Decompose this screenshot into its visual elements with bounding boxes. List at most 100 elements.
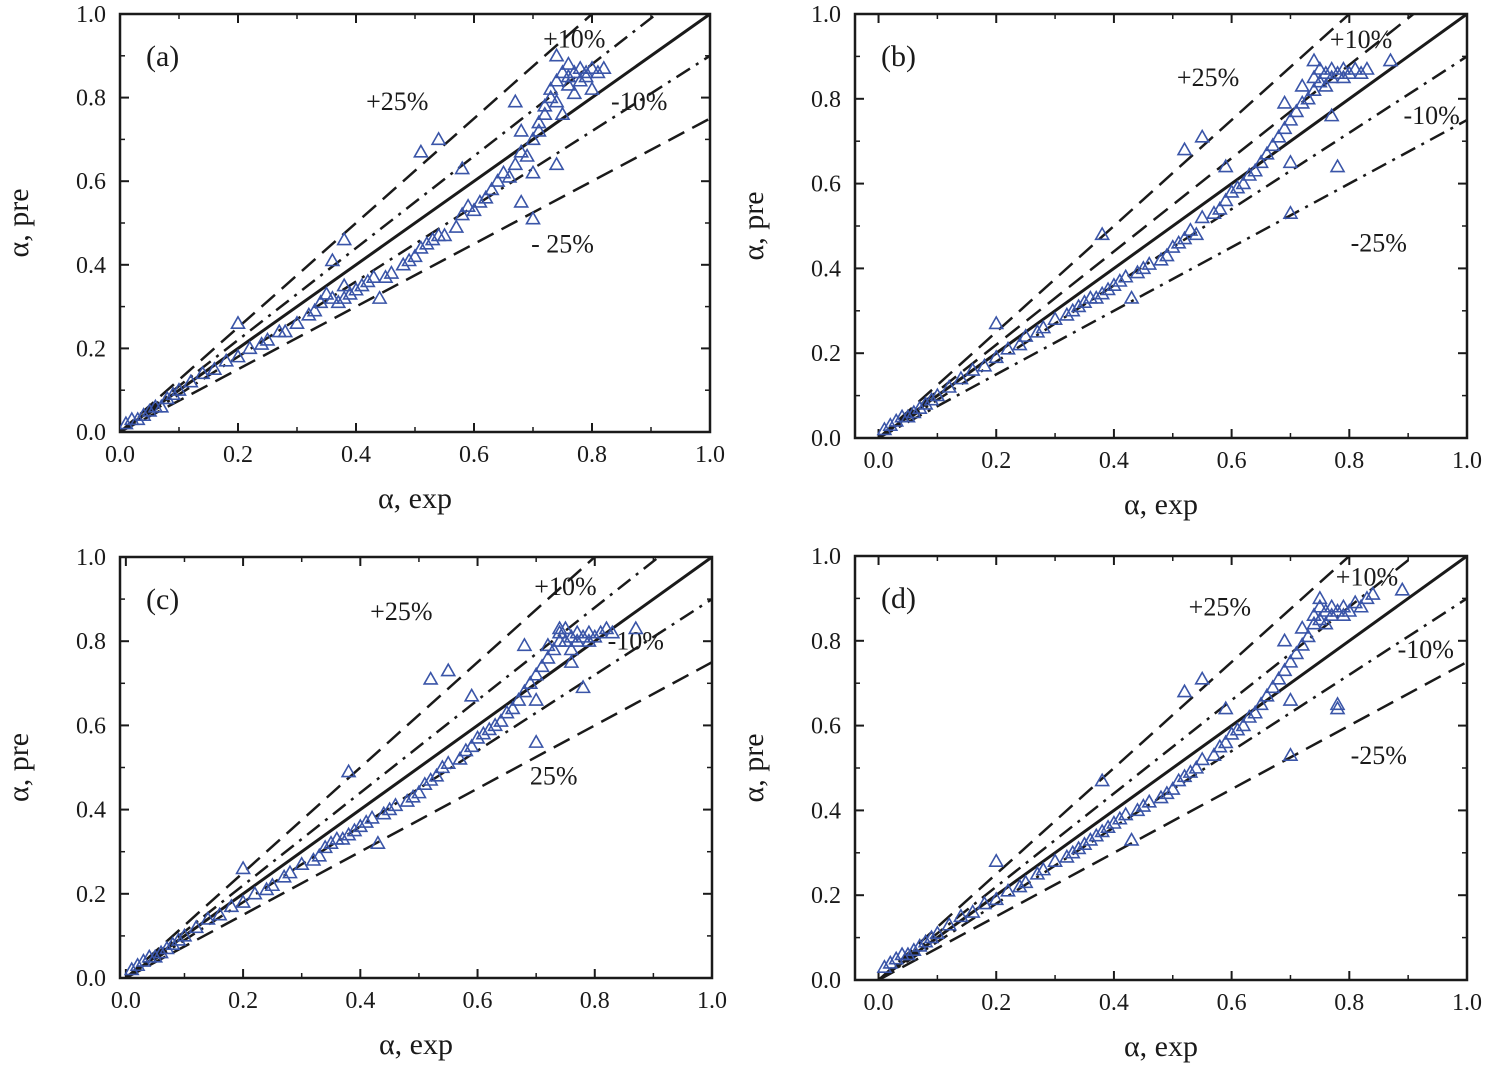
reference-line-25% bbox=[125, 660, 712, 978]
data-point bbox=[531, 114, 547, 129]
data-point bbox=[953, 908, 969, 923]
data-point bbox=[1353, 598, 1369, 613]
data-point bbox=[481, 721, 498, 736]
data-point bbox=[1341, 65, 1358, 80]
x-tick-label: 0.6 bbox=[1217, 448, 1247, 474]
data-point bbox=[454, 206, 471, 221]
reference-line-+25% bbox=[125, 557, 597, 978]
band-label: +10% bbox=[543, 24, 605, 53]
reference-line--25% bbox=[120, 117, 710, 432]
y-axis-title: α, pre bbox=[2, 733, 35, 802]
data-point bbox=[929, 925, 946, 940]
data-point bbox=[1217, 700, 1234, 715]
data-point bbox=[194, 365, 211, 380]
x-tick-label: 0.6 bbox=[1217, 990, 1247, 1016]
x-tick-label: 0.0 bbox=[864, 448, 894, 474]
data-point bbox=[1153, 251, 1169, 266]
data-point bbox=[164, 936, 181, 950]
data-point bbox=[317, 839, 334, 854]
data-point bbox=[1076, 836, 1093, 850]
data-point bbox=[1153, 789, 1169, 804]
data-point bbox=[1241, 709, 1258, 723]
data-point bbox=[581, 624, 597, 639]
data-point bbox=[487, 717, 504, 732]
data-point bbox=[1294, 77, 1311, 92]
data-point bbox=[323, 835, 339, 849]
data-point bbox=[1282, 653, 1299, 668]
data-point bbox=[905, 404, 922, 419]
y-tick-label: 0.2 bbox=[76, 336, 106, 362]
data-point bbox=[1276, 632, 1293, 647]
x-tick-label: 0.2 bbox=[223, 442, 253, 468]
data-point bbox=[604, 624, 621, 639]
data-point bbox=[1188, 759, 1205, 774]
data-point bbox=[120, 415, 134, 430]
panel-d: 0.0 0.0 0.2 0.2 0.4 0.4 0.6 0.6 0.8 0.8 1.0 1.0 α, e… bbox=[737, 544, 1482, 1063]
data-point bbox=[929, 387, 946, 402]
panel-label: (d) bbox=[881, 582, 916, 615]
data-point bbox=[1329, 158, 1346, 173]
data-point bbox=[534, 658, 550, 673]
data-point bbox=[495, 164, 512, 179]
data-point bbox=[259, 331, 276, 346]
data-point bbox=[171, 382, 187, 396]
data-point bbox=[1064, 844, 1081, 859]
data-point bbox=[123, 961, 140, 976]
y-axis-title: α, pre bbox=[2, 188, 35, 257]
data-point bbox=[519, 148, 535, 162]
data-point bbox=[1306, 82, 1322, 96]
reference-line-+25% bbox=[877, 556, 1352, 980]
data-point bbox=[1206, 205, 1222, 219]
data-point bbox=[1070, 298, 1087, 313]
data-point bbox=[1094, 285, 1111, 300]
data-point bbox=[1194, 670, 1211, 685]
data-point bbox=[330, 294, 347, 309]
data-point bbox=[352, 818, 369, 833]
data-point bbox=[1382, 52, 1399, 67]
data-point bbox=[1229, 721, 1246, 736]
data-point bbox=[1306, 615, 1322, 630]
data-point bbox=[540, 637, 556, 652]
data-point bbox=[566, 85, 583, 100]
panel-b: 0.0 0.0 0.2 0.2 0.4 0.4 0.6 0.6 0.8 0.8 1.0 1.0 α, e… bbox=[737, 2, 1482, 521]
data-point bbox=[264, 877, 281, 892]
data-point bbox=[988, 315, 1005, 330]
data-point bbox=[1117, 806, 1134, 821]
reference-lines bbox=[877, 14, 1467, 438]
data-point bbox=[282, 864, 298, 879]
data-point bbox=[592, 624, 609, 639]
data-point bbox=[578, 64, 594, 79]
data-point bbox=[1323, 61, 1340, 75]
data-point bbox=[545, 641, 562, 656]
y-tick-label: 1.0 bbox=[811, 544, 841, 570]
x-tick-label: 0.8 bbox=[1334, 448, 1364, 474]
data-point bbox=[1247, 162, 1264, 177]
x-tick-label: 0.4 bbox=[1099, 448, 1129, 474]
data-point bbox=[581, 633, 597, 647]
y-tick-label: 0.6 bbox=[76, 169, 106, 195]
data-point bbox=[340, 826, 357, 841]
data-point bbox=[1141, 256, 1158, 270]
data-point bbox=[483, 181, 500, 196]
data-point bbox=[1064, 302, 1081, 317]
data-point bbox=[1264, 137, 1281, 152]
data-point bbox=[241, 340, 258, 355]
data-point bbox=[1029, 865, 1046, 880]
data-point bbox=[542, 89, 559, 104]
data-point bbox=[551, 620, 568, 635]
panel-a: 0.00.0 0.2 0.2 0.4 0.4 0.6 0.6 0.8 0.8 1.0 1.0 α, e… bbox=[2, 2, 725, 515]
y-tick-label: 0.4 bbox=[76, 798, 106, 824]
data-point bbox=[584, 60, 600, 75]
data-point bbox=[923, 929, 940, 944]
data-point bbox=[595, 60, 612, 75]
data-point bbox=[1347, 594, 1364, 609]
y-axis-title: α, pre bbox=[737, 733, 770, 802]
data-point bbox=[507, 93, 524, 108]
band-label: +25% bbox=[1177, 63, 1239, 92]
y-tick-label: 0.0 bbox=[811, 426, 841, 452]
data-point bbox=[188, 919, 205, 934]
data-point bbox=[277, 323, 294, 338]
y-tick-label: 0.2 bbox=[811, 883, 841, 909]
data-point bbox=[346, 822, 363, 837]
y-tick-label: 0.6 bbox=[76, 713, 106, 739]
